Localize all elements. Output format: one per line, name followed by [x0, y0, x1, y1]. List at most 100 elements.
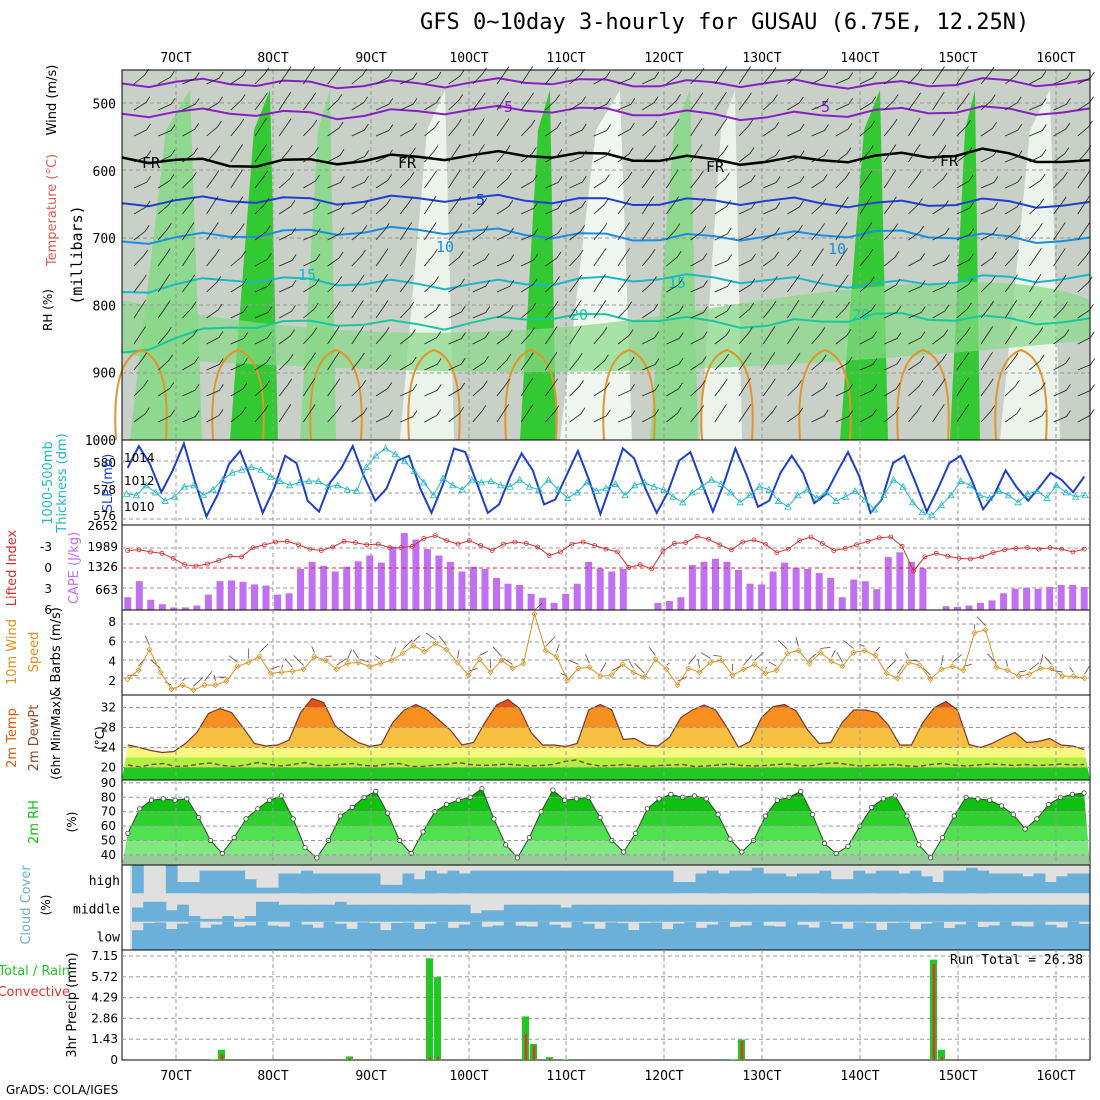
wind-barb [641, 120, 658, 137]
left-label-slp: SLP (mb) [101, 454, 116, 513]
cape-bar [1011, 588, 1019, 610]
wind-barb [157, 174, 175, 189]
wind-barb [956, 327, 971, 345]
thickness-point [247, 463, 256, 470]
cloud-cell-middle [830, 904, 843, 922]
cape-bar [1057, 585, 1065, 610]
cape-bar [274, 594, 282, 610]
wind-barb [278, 66, 292, 85]
cloud-cell-middle [875, 904, 888, 922]
wind-barb [206, 384, 224, 397]
cloud-cell-middle [920, 904, 933, 922]
wind-barb [1029, 354, 1045, 371]
cloud-cell-middle [571, 904, 584, 922]
cloud-cell-middle [425, 904, 437, 922]
wind-barb [424, 195, 437, 215]
slp-tick: 1012 [124, 474, 155, 488]
cloud-cell-high [188, 882, 201, 894]
cloud-cell-low [571, 922, 584, 950]
wind-barb-10m [831, 649, 836, 658]
cloud-cell-low [673, 923, 685, 950]
cape-bar [988, 600, 996, 610]
wind-barb [1004, 407, 1021, 423]
cape-bar [769, 571, 777, 610]
thickness-point [544, 475, 553, 483]
cape-bar [804, 569, 812, 610]
thickness-point [995, 487, 1003, 494]
wind-barb [714, 118, 728, 137]
wind-barb-10m [1040, 654, 1044, 665]
cloud-cell-middle [842, 904, 854, 922]
thickness-point [401, 457, 409, 465]
wind-barb [617, 329, 634, 345]
isotherm-5 [121, 193, 1091, 209]
wind-barb [424, 384, 442, 397]
cloud-cell-high [526, 870, 539, 894]
cloud-cell-middle [605, 904, 618, 922]
wind-barb [908, 225, 925, 241]
wind-barb [327, 378, 341, 397]
thickness-tick: 580 [93, 456, 116, 470]
wind-barb [399, 301, 415, 319]
cape-tick: 1326 [87, 560, 118, 574]
wind-barb [545, 405, 560, 423]
wind-barb [908, 331, 926, 345]
wind-barb [569, 200, 587, 215]
wind-barb [400, 72, 418, 85]
wind-barb [182, 410, 200, 423]
wind-barb [835, 274, 849, 293]
cape-bar [677, 597, 685, 610]
cloud-cell-middle [402, 904, 415, 922]
cloud-cell-middle [560, 907, 573, 922]
thickness-point [861, 495, 869, 503]
wind-barb [424, 71, 442, 85]
cloud-cell-middle [143, 901, 156, 922]
x-tick-top: 10OCT [449, 51, 488, 66]
cloud-cell-low [357, 922, 370, 950]
cape-bar [585, 561, 593, 610]
wind-barb [521, 228, 539, 241]
wind-barb [932, 118, 946, 137]
wind-barb-10m [534, 602, 543, 611]
cloud-cell-middle [154, 901, 167, 922]
cloud-cell-high [684, 882, 697, 894]
cloud-cell-low [718, 921, 730, 950]
wind-barb [206, 358, 224, 371]
wind-barb [351, 379, 367, 397]
cape-bar [942, 606, 950, 610]
wind-barb [279, 227, 297, 241]
cape-bar [377, 562, 385, 610]
wind-barb [327, 66, 341, 85]
wind-barb [811, 174, 828, 189]
cloud-cell-low [503, 921, 516, 950]
wind-barb [375, 409, 393, 423]
cloud-cell-high [346, 873, 358, 894]
cloud-cell-high [909, 870, 922, 894]
cape-bar [435, 555, 443, 610]
precip-total-bar [562, 1059, 569, 1060]
left-label-cloud: Cloud Cover [19, 865, 34, 945]
left-label-minmax: (6hr Min/Max) [49, 696, 63, 780]
wind-barb [327, 94, 343, 111]
thickness-point [813, 494, 821, 501]
wind-point [740, 666, 747, 673]
lifted-point [296, 542, 301, 548]
wind-barb [835, 98, 853, 111]
wind-barb [133, 175, 152, 189]
wind-barb [859, 71, 877, 85]
wind-barb [883, 69, 900, 85]
cloud-cell-middle [222, 916, 234, 922]
left-label-lifted: Lifted Index [5, 529, 20, 606]
rh-point [455, 797, 461, 803]
cloud-cell-low [650, 922, 663, 950]
cape-bar [619, 569, 627, 610]
wind-barb [1029, 198, 1045, 215]
wind-point [245, 659, 252, 666]
wind-barb [787, 123, 805, 137]
contour-label: 10 [436, 238, 454, 256]
wind-barb [472, 92, 486, 111]
wind-barb-10m [1069, 667, 1074, 673]
rh-point [1069, 791, 1075, 798]
wind-barb [811, 354, 827, 371]
